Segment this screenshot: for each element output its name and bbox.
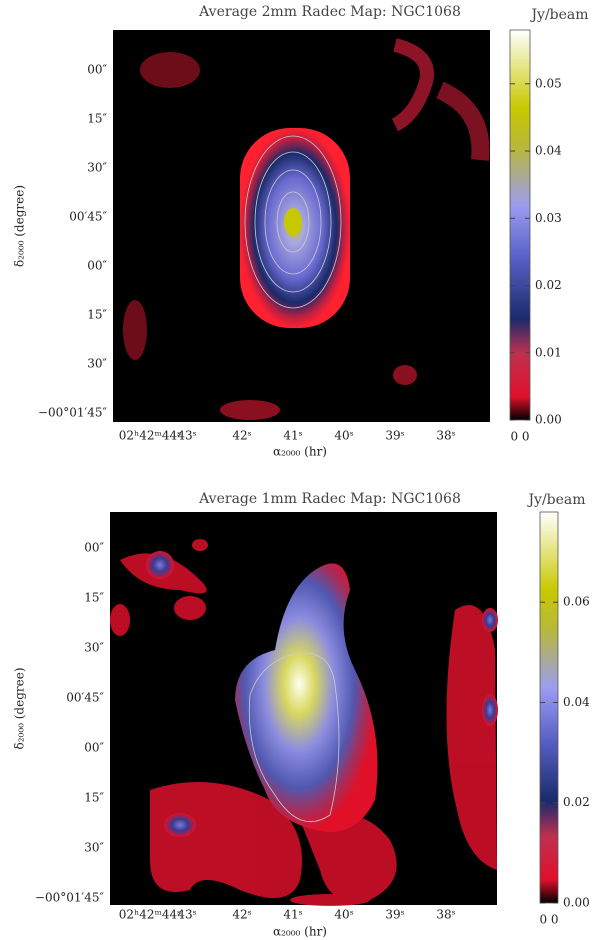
x-tick-label: 42ˢ — [232, 429, 251, 443]
colorbar — [509, 29, 531, 421]
y-tick-label: 15″ — [84, 791, 104, 805]
y-tick-label: 00″ — [84, 741, 104, 755]
y-tick-label: −00°01′45″ — [38, 406, 108, 420]
y-axis-label: δ₂₀₀₀ (degree) — [13, 667, 27, 749]
y-axis-label: δ₂₀₀₀ (degree) — [13, 185, 27, 267]
x-tick-label: 38ˢ — [436, 908, 455, 922]
y-tick-label: 00″ — [84, 541, 104, 555]
x-tick-label: 39ˢ — [385, 908, 404, 922]
colorbar — [539, 511, 559, 904]
x-tick-label: 02ʰ42ᵐ44ˢ — [119, 908, 181, 922]
x-tick-label: 02ʰ42ᵐ44ˢ — [119, 429, 181, 443]
chart-title: Average 1mm Radec Map: NGC1068 — [198, 491, 461, 507]
colorbar-tick-label: 0.02 — [535, 278, 562, 292]
y-tick-label: −00°01′45″ — [35, 891, 105, 905]
y-tick-label: 00′45″ — [69, 210, 107, 224]
x-tick-label: 39ˢ — [385, 429, 404, 443]
y-tick-label: 00″ — [87, 259, 107, 273]
x-tick-label: 41ˢ — [283, 429, 302, 443]
colorbar-tick-label: 0.03 — [535, 211, 562, 225]
x-tick-label: 41ˢ — [283, 908, 302, 922]
y-tick-label: 15″ — [84, 591, 104, 605]
y-tick-label: 15″ — [87, 112, 107, 126]
colorbar-tick-label: 0.06 — [563, 595, 590, 609]
x-tick-label: 38ˢ — [436, 429, 455, 443]
colorbar-tick-label: 0.00 — [535, 413, 562, 427]
colorbar-label: Jy/beam — [526, 492, 585, 508]
colorbar-tick-label: 0.00 — [563, 896, 590, 910]
x-tick-label: 40ˢ — [334, 429, 353, 443]
map — [113, 30, 490, 422]
colorbar-tick-label: 0.04 — [535, 144, 562, 158]
x-axis-label: α₂₀₀₀ (hr) — [273, 925, 327, 939]
x-tick-label: 40ˢ — [334, 908, 353, 922]
x-axis-label: α₂₀₀₀ (hr) — [273, 445, 327, 459]
y-tick-label: 30″ — [84, 641, 104, 655]
y-tick-label: 30″ — [87, 357, 107, 371]
colorbar-tick-label: 0.05 — [535, 76, 562, 90]
map — [110, 512, 498, 906]
colorbar-bottom-text: 0 0 — [539, 913, 558, 927]
y-tick-label: 00′45″ — [66, 691, 104, 705]
y-tick-label: 30″ — [87, 161, 107, 175]
y-tick-label: 00″ — [87, 63, 107, 77]
chart-title: Average 2mm Radec Map: NGC1068 — [198, 4, 461, 20]
colorbar-bottom-text: 0 0 — [510, 430, 529, 444]
colorbar-tick-label: 0.02 — [563, 795, 590, 809]
y-tick-label: 30″ — [84, 841, 104, 855]
y-tick-label: 15″ — [87, 308, 107, 322]
colorbar-tick-label: 0.04 — [563, 695, 590, 709]
x-tick-label: 43ˢ — [177, 908, 196, 922]
x-tick-label: 42ˢ — [232, 908, 251, 922]
colorbar-label: Jy/beam — [529, 7, 588, 23]
x-tick-label: 43ˢ — [177, 429, 196, 443]
colorbar-tick-label: 0.01 — [535, 345, 562, 359]
